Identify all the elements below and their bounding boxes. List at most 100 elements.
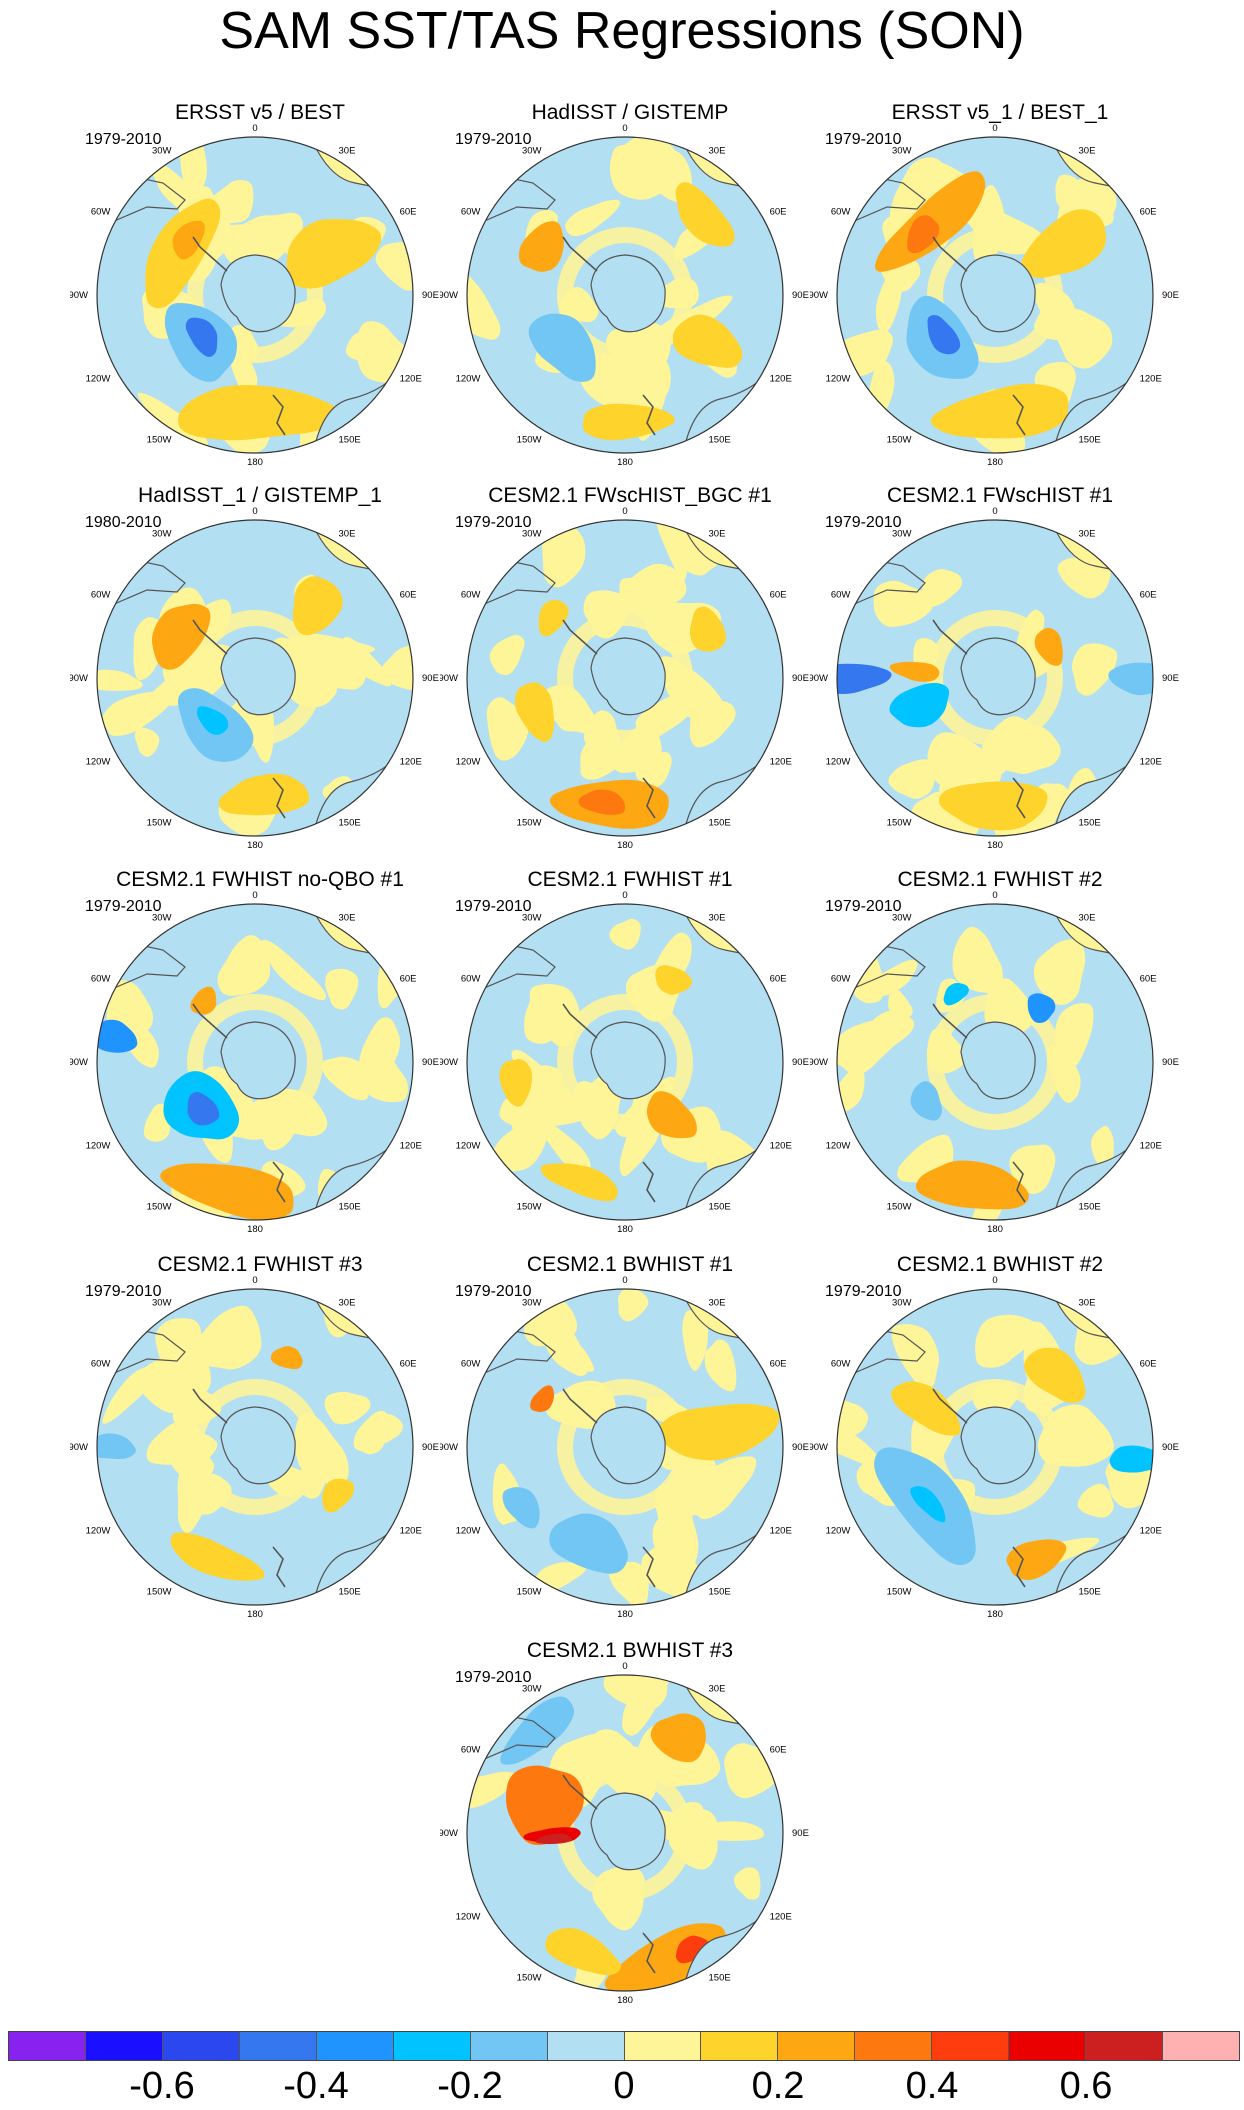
anomaly-blob [170,1532,265,1581]
map-panel: HadISST_1 / GISTEMP_1 1980-2010 0 30E 60E 90E… [70,483,450,863]
longitude-label: 60E [770,1745,787,1756]
longitude-label: 150E [709,435,731,446]
antarctic-peninsula [192,1003,228,1039]
anomaly-blob [579,352,651,418]
longitude-label: 30E [709,1683,726,1694]
anomaly-blob [325,968,359,1010]
longitude-label: 90E [792,673,809,684]
longitude-label: 30W [892,1297,912,1308]
map-border [836,903,1154,1221]
anomaly-blob [137,392,209,453]
longitude-label: 60E [770,974,787,985]
map-panel: CESM2.1 BWHIST #2 1979-2010 0 30E 60E 90E 120E… [810,1252,1190,1632]
south-america-outline [474,1712,556,1764]
longitude-label: 90W [810,1057,828,1068]
anomaly-blob [321,1056,370,1101]
anomaly-blob [910,1081,942,1121]
anomaly-blob [502,1487,540,1529]
anomaly-blob [654,520,688,580]
anomaly-blob [609,1561,649,1605]
anomaly-blob [530,1385,555,1412]
south-america-outline [844,557,926,609]
south-america-outline [104,174,186,226]
map-panel: CESM2.1 FWHIST #3 1979-2010 0 30E 60E 90E 120E… [70,1252,450,1632]
south-america-outline [474,941,556,993]
anomaly-blob [617,1289,649,1322]
longitude-label: 30E [709,528,726,539]
anomaly-blob [619,576,654,619]
anomaly-blob [187,1092,220,1126]
panel-period: 1979-2010 [825,898,902,915]
anomaly-blob [943,982,969,1006]
longitude-label: 90W [440,673,458,684]
longitude-label: 150E [339,435,361,446]
anomaly-blob [580,737,626,780]
longitude-label: 30W [152,1297,172,1308]
longitude-label: 30W [892,912,912,923]
colorbar-box [701,2032,779,2060]
polar-map: 0 30E 60E 90E 120E 150E 180 150W 120W 90W 60W 30W [70,1275,439,1620]
anomaly-blob [952,926,1003,994]
map-panel: CESM2.1 FWHIST no-QBO #1 1979-2010 0 30E 60E… [70,867,450,1247]
longitude-label: 30W [152,528,172,539]
antarctica-outline [220,1021,296,1100]
map-field [467,1675,783,1991]
anomaly-blob [689,606,726,652]
colorbar-box [932,2032,1010,2060]
longitude-label: 30E [1079,1297,1096,1308]
antarctic-peninsula [562,1003,598,1039]
anomaly-blob [615,137,686,181]
map-field [97,520,413,836]
longitude-label: 150W [147,818,172,829]
anomaly-ring [187,610,323,746]
polar-map: 0 30E 60E 90E 120E 150E 180 150W 120W 90W 60W 30W [440,890,809,1235]
map-border [836,1288,1154,1606]
anomaly-ring [557,227,693,363]
longitude-label: 150E [1079,435,1101,446]
longitude-label: 0 [252,123,257,134]
longitude-label: 120W [826,757,851,768]
longitude-label: 30W [522,1683,542,1694]
figure-title: SAM SST/TAS Regressions (SON) [219,2,1025,60]
antarctica-outline [590,637,666,716]
longitude-label: 120W [826,1526,851,1537]
anomaly-blob [646,1091,697,1139]
longitude-label: 150W [517,818,542,829]
map-field [467,1289,783,1605]
new-zealand-outline [642,1546,656,1588]
south-america-outline [474,557,556,609]
south-america-outline [104,1326,186,1378]
colorbar-tick-label: -0.2 [437,2065,503,2107]
anomaly-blob [672,314,743,368]
new-zealand-outline [642,777,656,819]
map-panel: HadISST / GISTEMP 1979-2010 0 30E 60E 90E 120E… [440,100,820,480]
colorbar-box [1163,2032,1239,2060]
longitude-label: 120W [86,1526,111,1537]
longitude-label: 0 [992,1275,997,1286]
longitude-label: 150E [709,1202,731,1213]
longitude-label: 120W [826,374,851,385]
longitude-label: 90E [792,290,809,301]
panel-title: CESM2.1 FWHIST no-QBO #1 [116,868,404,891]
anomaly-blob [217,935,271,996]
antarctic-peninsula [932,619,968,655]
anomaly-blob [179,137,207,195]
map-field [837,520,1153,836]
longitude-label: 0 [252,890,257,901]
colorbar-box [1086,2032,1164,2060]
map-border [466,136,784,454]
longitude-label: 180 [987,457,1003,468]
panel-title: CESM2.1 FWscHIST #1 [887,484,1113,507]
longitude-label: 180 [247,840,263,851]
longitude-label: 180 [247,1224,263,1235]
polar-map: 0 30E 60E 90E 120E 150E 180 150W 120W 90W 60W 30W [810,890,1179,1235]
longitude-label: 90E [792,1442,809,1453]
south-america-outline [844,174,926,226]
longitude-label: 90E [792,1057,809,1068]
longitude-label: 120E [400,374,422,385]
longitude-label: 60W [461,1359,481,1370]
longitude-label: 180 [987,1224,1003,1235]
anomaly-blob [689,699,736,748]
antarctic-peninsula [932,236,968,272]
anomaly-blob [500,1696,575,1765]
